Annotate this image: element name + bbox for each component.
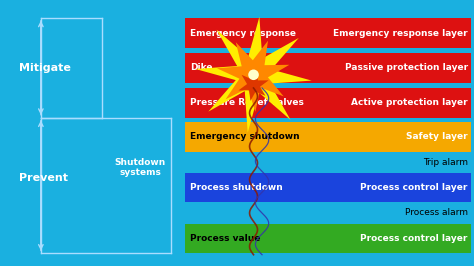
Bar	[185, 53, 471, 83]
Text: Emergency response layer: Emergency response layer	[333, 29, 468, 38]
Text: Prevent: Prevent	[18, 173, 68, 183]
Text: Process shutdown: Process shutdown	[190, 183, 283, 192]
Text: Shutdown
systems: Shutdown systems	[115, 158, 166, 177]
Text: Pressure Relief Valves: Pressure Relief Valves	[190, 98, 304, 107]
Bar	[185, 173, 471, 202]
Ellipse shape	[248, 69, 259, 80]
Polygon shape	[195, 17, 312, 133]
Text: Trip alarm: Trip alarm	[423, 158, 468, 167]
Text: Process control layer: Process control layer	[360, 183, 468, 192]
Bar	[185, 224, 471, 253]
Polygon shape	[217, 41, 289, 112]
Polygon shape	[238, 70, 269, 101]
Text: Emergency shutdown: Emergency shutdown	[190, 132, 300, 142]
Text: Active protection layer: Active protection layer	[351, 98, 468, 107]
Text: Emergency response: Emergency response	[190, 29, 296, 38]
Bar	[185, 122, 471, 152]
Text: Process control layer: Process control layer	[360, 234, 468, 243]
Text: Safety layer: Safety layer	[406, 132, 468, 142]
Bar	[185, 18, 471, 48]
Text: Process alarm: Process alarm	[405, 209, 468, 217]
Text: Mitigate: Mitigate	[18, 63, 71, 73]
Bar	[185, 88, 471, 118]
Text: Dike: Dike	[190, 63, 212, 72]
Text: Process value: Process value	[190, 234, 260, 243]
Text: Passive protection layer: Passive protection layer	[345, 63, 468, 72]
